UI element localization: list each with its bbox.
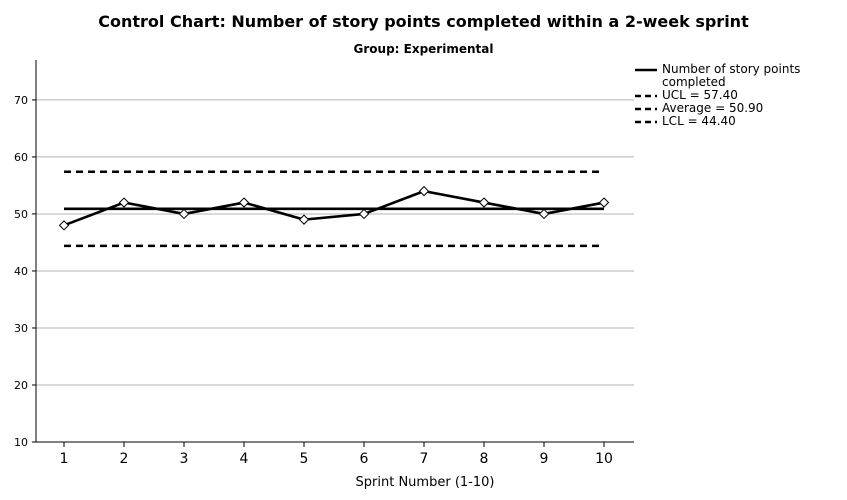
chart-title: Control Chart: Number of story points co… (98, 12, 749, 31)
x-tick-label: 6 (360, 451, 369, 467)
y-tick-label: 60 (14, 151, 28, 164)
legend-swatch (635, 94, 657, 98)
legend-item: Average = 50.90 (634, 102, 844, 115)
x-tick-label: 8 (480, 451, 489, 467)
series-line (63, 189, 605, 227)
legend-label: Number of story points completed (662, 62, 801, 89)
legend-swatch (635, 68, 657, 72)
y-tick-label: 20 (14, 379, 28, 392)
x-tick-label: 5 (300, 451, 309, 467)
gridlines (36, 99, 634, 386)
y-tick-label: 50 (14, 208, 28, 221)
legend-item: Number of story points completed (634, 63, 844, 89)
legend-item: UCL = 57.40 (634, 89, 844, 102)
y-tick-label: 40 (14, 265, 28, 278)
data-point-marker (538, 208, 550, 220)
data-point-marker (178, 208, 190, 220)
y-tick-label: 70 (14, 94, 28, 107)
data-point-marker (238, 197, 250, 208)
legend-item: LCL = 44.40 (634, 115, 844, 128)
x-tick-label: 3 (180, 451, 189, 467)
legend-swatch (635, 120, 657, 124)
data-point-marker (358, 208, 370, 220)
data-point-marker (298, 214, 310, 225)
x-tick-label: 7 (420, 451, 429, 467)
legend-label: UCL = 57.40 (662, 88, 738, 102)
data-point-marker (118, 197, 130, 208)
legend: Number of story points completed UCL = 57… (634, 63, 844, 128)
chart-subtitle: Group: Experimental (353, 42, 494, 56)
axes: 10 20 30 40 50 60 70 1 2 3 4 5 6 7 8 9 10 (14, 60, 634, 467)
y-tick-label: 30 (14, 322, 28, 335)
legend-label: LCL = 44.40 (662, 114, 736, 128)
x-tick-label: 9 (540, 451, 549, 467)
x-tick-label: 10 (595, 451, 613, 467)
data-point-marker (598, 197, 610, 208)
data-point-marker (478, 197, 490, 208)
legend-label: Average = 50.90 (662, 101, 764, 115)
data-point-marker (418, 185, 430, 197)
x-tick-label: 1 (60, 451, 69, 467)
y-tick-label: 10 (14, 436, 28, 449)
series-layer (58, 185, 610, 231)
legend-swatch (635, 107, 657, 111)
x-tick-label: 4 (240, 451, 249, 467)
data-point-marker (58, 220, 70, 231)
x-axis-label: Sprint Number (1-10) (355, 475, 495, 490)
x-tick-label: 2 (120, 451, 129, 467)
